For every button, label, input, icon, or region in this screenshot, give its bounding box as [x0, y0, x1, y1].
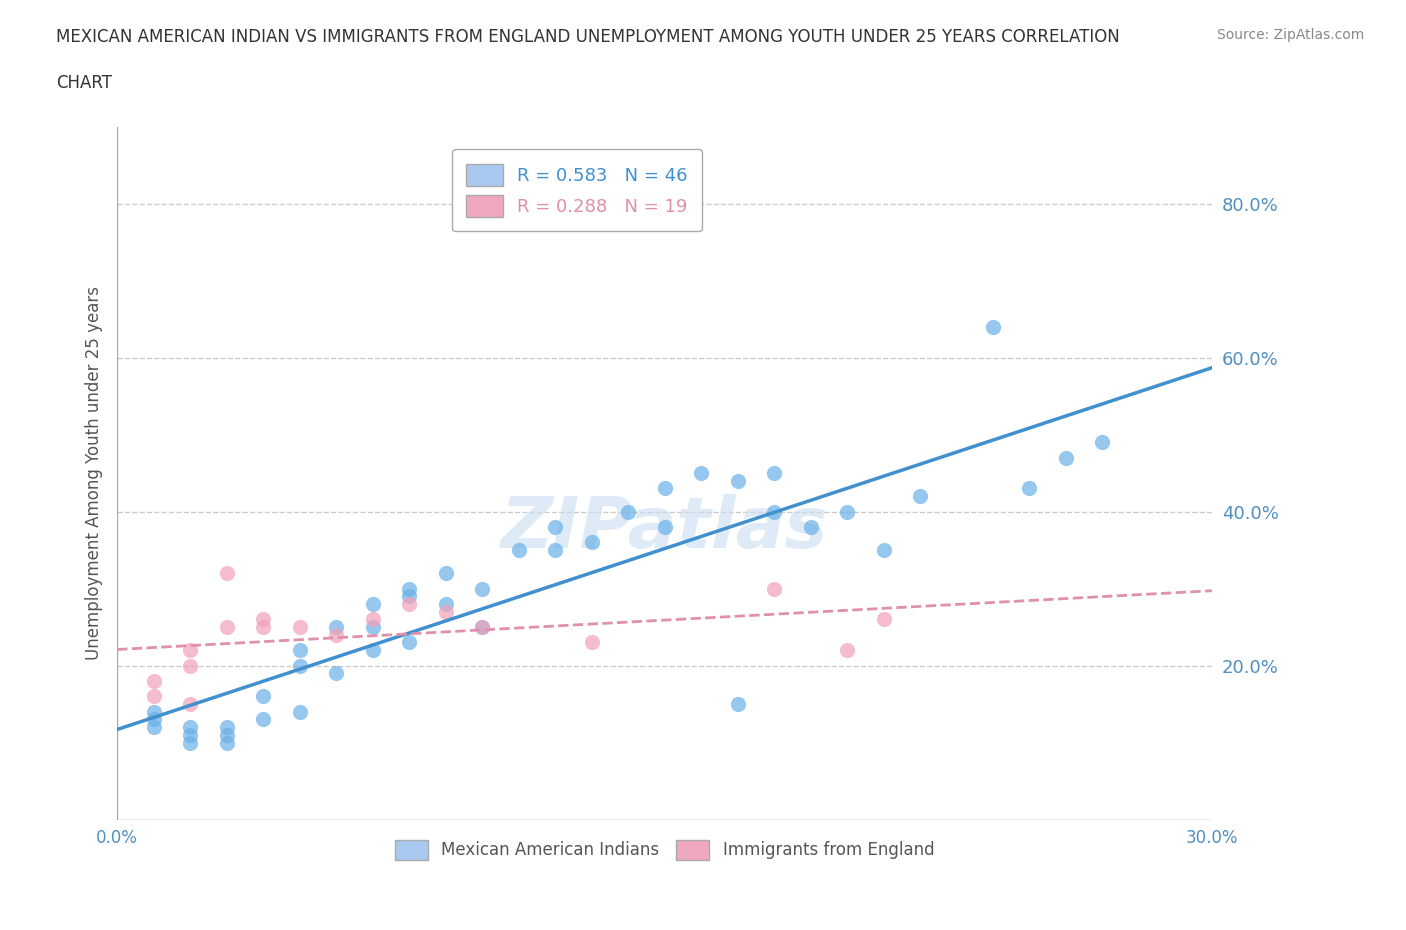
Point [142, 704, 165, 719]
Point [654, 481, 676, 496]
Point [252, 689, 274, 704]
Point [325, 666, 347, 681]
Point [252, 619, 274, 634]
Point [763, 581, 786, 596]
Point [179, 697, 201, 711]
Point [1091, 435, 1114, 450]
Point [361, 612, 384, 627]
Point [763, 466, 786, 481]
Point [361, 643, 384, 658]
Point [727, 473, 749, 488]
Point [179, 658, 201, 673]
Point [142, 720, 165, 735]
Point [727, 697, 749, 711]
Point [654, 520, 676, 535]
Point [142, 689, 165, 704]
Point [252, 712, 274, 727]
Point [434, 596, 457, 611]
Point [361, 619, 384, 634]
Point [799, 520, 821, 535]
Point [908, 489, 931, 504]
Point [215, 727, 238, 742]
Point [288, 704, 311, 719]
Point [508, 542, 530, 557]
Point [398, 589, 420, 604]
Point [398, 581, 420, 596]
Point [288, 643, 311, 658]
Legend: Mexican American Indians, Immigrants from England: Mexican American Indians, Immigrants fro… [388, 833, 941, 867]
Point [179, 727, 201, 742]
Point [471, 581, 494, 596]
Point [544, 520, 567, 535]
Point [179, 643, 201, 658]
Point [325, 619, 347, 634]
Point [398, 635, 420, 650]
Point [872, 612, 894, 627]
Point [325, 628, 347, 643]
Point [179, 720, 201, 735]
Point [1054, 450, 1077, 465]
Point [398, 596, 420, 611]
Point [981, 319, 1004, 334]
Point [544, 542, 567, 557]
Point [835, 504, 858, 519]
Point [763, 504, 786, 519]
Point [434, 565, 457, 580]
Point [581, 535, 603, 550]
Point [1018, 481, 1040, 496]
Text: CHART: CHART [56, 74, 112, 92]
Point [215, 619, 238, 634]
Point [581, 635, 603, 650]
Point [215, 565, 238, 580]
Point [252, 612, 274, 627]
Point [434, 604, 457, 619]
Point [179, 735, 201, 750]
Point [471, 619, 494, 634]
Point [288, 658, 311, 673]
Text: ZIPatlas: ZIPatlas [501, 494, 828, 563]
Point [835, 643, 858, 658]
Point [471, 619, 494, 634]
Point [872, 542, 894, 557]
Point [690, 466, 713, 481]
Text: MEXICAN AMERICAN INDIAN VS IMMIGRANTS FROM ENGLAND UNEMPLOYMENT AMONG YOUTH UNDE: MEXICAN AMERICAN INDIAN VS IMMIGRANTS FR… [56, 28, 1121, 46]
Point [215, 735, 238, 750]
Point [361, 596, 384, 611]
Y-axis label: Unemployment Among Youth under 25 years: Unemployment Among Youth under 25 years [86, 286, 103, 660]
Point [288, 619, 311, 634]
Point [215, 720, 238, 735]
Point [142, 673, 165, 688]
Point [142, 712, 165, 727]
Text: Source: ZipAtlas.com: Source: ZipAtlas.com [1216, 28, 1364, 42]
Point [617, 504, 640, 519]
